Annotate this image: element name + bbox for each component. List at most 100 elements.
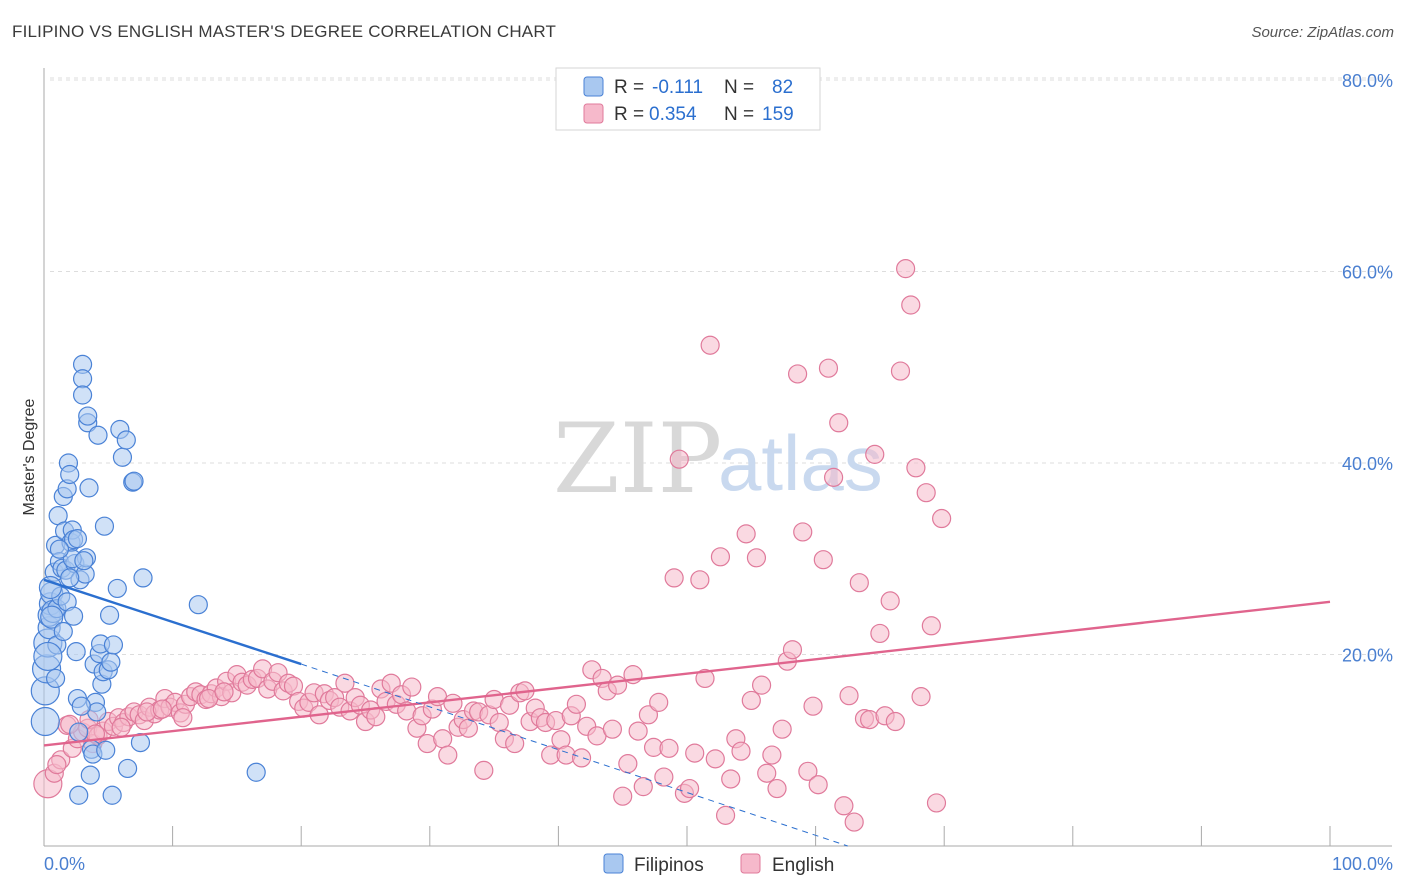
stats-swatch-filipinos xyxy=(583,76,604,97)
english-point-136 xyxy=(741,690,761,711)
english-point-78 xyxy=(443,693,463,713)
filipino-point-32 xyxy=(72,369,93,389)
x-ticks xyxy=(43,826,1331,846)
series-legend: Filipinos English xyxy=(603,853,834,876)
filipino-point-51 xyxy=(96,740,116,760)
y-axis-title: Master's Degree xyxy=(21,398,38,515)
filipino-point-61 xyxy=(117,758,138,779)
y-tick-label-40: 40.0% xyxy=(1342,454,1393,474)
filipino-point-78 xyxy=(74,551,94,571)
english-point-140 xyxy=(762,745,782,765)
filipino-point-33 xyxy=(72,385,93,405)
english-point-149 xyxy=(808,775,828,795)
y-tick-labels: 20.0% 40.0% 60.0% 80.0% xyxy=(1342,71,1393,666)
english-point-103 xyxy=(571,748,592,768)
english-point-121 xyxy=(664,568,684,588)
english-point-168 xyxy=(906,458,926,478)
english-point-139 xyxy=(757,763,777,783)
filipino-point-29 xyxy=(69,785,89,805)
filipino-point-21 xyxy=(60,464,80,485)
english-point-135 xyxy=(736,524,756,544)
english-point-174 xyxy=(47,755,67,775)
english-point-81 xyxy=(458,718,478,738)
chart-title: FILIPINO VS ENGLISH MASTER'S DEGREE CORR… xyxy=(12,22,557,41)
y-tick-label-60: 60.0% xyxy=(1342,263,1393,283)
english-point-167 xyxy=(901,295,921,315)
watermark-zip: ZIP xyxy=(553,403,722,515)
english-point-145 xyxy=(787,364,808,384)
filipino-point-75 xyxy=(45,668,66,689)
filipino-point-63 xyxy=(124,471,144,491)
english-point-181 xyxy=(173,708,193,728)
filipino-point-70 xyxy=(53,621,73,642)
filipino-point-71 xyxy=(60,568,80,588)
filipino-point-74 xyxy=(33,641,63,672)
english-point-152 xyxy=(824,467,844,487)
english-point-127 xyxy=(695,668,715,689)
english-point-109 xyxy=(602,719,623,739)
filipino-point-0 xyxy=(30,706,60,737)
english-point-124 xyxy=(679,778,700,799)
english-point-134 xyxy=(731,741,751,761)
english-point-160 xyxy=(865,444,885,464)
watermark: ZIP atlas xyxy=(553,403,883,515)
filipino-point-68 xyxy=(40,605,64,629)
stats-legend: R = -0.111 N = 82 R = 0.354 N = 159 xyxy=(555,67,821,131)
filipino-point-56 xyxy=(103,635,124,655)
english-point-87 xyxy=(489,712,509,733)
english-point-114 xyxy=(628,721,648,741)
english-point-102 xyxy=(566,694,587,714)
english-point-157 xyxy=(849,573,869,593)
filipino-point-37 xyxy=(78,406,98,426)
english-point-84 xyxy=(474,760,494,780)
filipino-point-60 xyxy=(116,430,136,450)
english-point-126 xyxy=(690,570,710,590)
y-tick-label-20: 20.0% xyxy=(1342,646,1393,666)
english-point-183 xyxy=(214,682,234,702)
filipino-trend-extension xyxy=(301,663,848,847)
english-point-165 xyxy=(890,361,911,381)
english-point-153 xyxy=(829,413,849,433)
filipino-point-80 xyxy=(49,539,70,559)
english-point-156 xyxy=(844,812,864,832)
english-point-146 xyxy=(793,522,813,542)
legend-swatch-filipinos xyxy=(603,853,624,874)
english-point-178 xyxy=(111,717,131,737)
english-point-89 xyxy=(499,695,520,715)
filipino-point-45 xyxy=(88,425,108,445)
english-point-171 xyxy=(921,616,941,636)
english-point-148 xyxy=(803,696,823,716)
english-point-122 xyxy=(669,449,689,469)
english-points xyxy=(33,259,952,832)
english-point-147 xyxy=(798,761,818,781)
english-point-116 xyxy=(638,705,659,725)
filipino-point-26 xyxy=(66,642,86,662)
english-point-154 xyxy=(834,796,854,816)
stats-n-value-english: 159 xyxy=(762,104,794,125)
english-point-173 xyxy=(932,508,952,529)
filipino-point-77 xyxy=(67,529,88,549)
english-point-155 xyxy=(839,686,859,706)
legend-label-filipinos: Filipinos xyxy=(634,855,704,876)
english-point-118 xyxy=(649,692,669,712)
english-point-138 xyxy=(751,675,772,695)
english-point-150 xyxy=(813,550,833,570)
english-trend-line xyxy=(43,600,1331,747)
filipino-point-79 xyxy=(38,575,63,600)
filipino-point-81 xyxy=(63,606,84,626)
english-point-180 xyxy=(152,699,172,719)
english-point-125 xyxy=(685,743,705,763)
filipino-point-73 xyxy=(71,696,91,716)
filipino-trend-line xyxy=(43,578,302,666)
english-point-120 xyxy=(659,738,679,758)
english-point-57 xyxy=(335,673,355,693)
filipino-point-59 xyxy=(112,447,133,467)
legend-label-english: English xyxy=(772,855,834,876)
english-point-169 xyxy=(911,687,931,707)
stats-n-value-filipinos: 82 xyxy=(772,77,793,98)
english-point-131 xyxy=(715,805,736,825)
english-point-172 xyxy=(926,793,947,813)
english-point-128 xyxy=(700,335,720,355)
english-point-163 xyxy=(880,591,900,611)
english-point-161 xyxy=(870,623,890,644)
